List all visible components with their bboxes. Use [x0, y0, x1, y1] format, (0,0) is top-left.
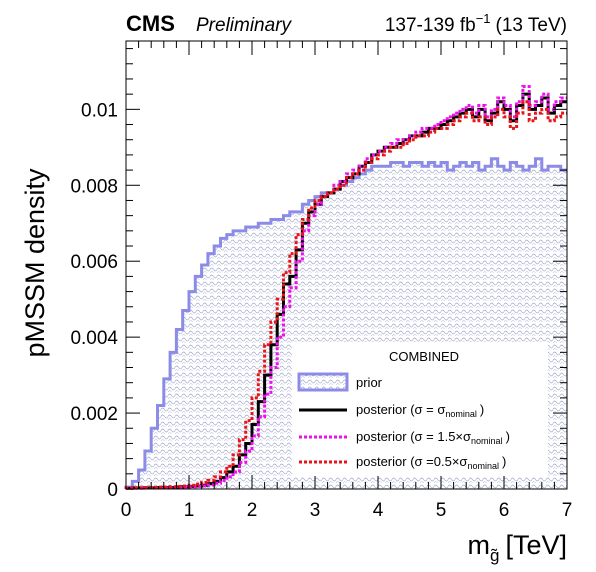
x-tick-label: 0	[121, 500, 132, 521]
tick-layer: 0 1 2 3 4 5 6 7 0 0.002 0.004 0.006 0.008 0.01	[70, 41, 572, 521]
lumi-value: 137-139 fb	[385, 15, 476, 36]
x-tick-label: 6	[499, 500, 510, 521]
y-axis-title: pMSSM density	[20, 168, 50, 358]
legend-label-post05: posterior (σ =0.5×σnominal)	[356, 454, 506, 471]
legend-swatch-prior	[297, 372, 349, 392]
x-axis-unit: [TeV]	[505, 530, 567, 560]
x-tick-label: 5	[436, 500, 447, 521]
x-tick-label: 7	[562, 500, 573, 521]
y-tick-label: 0.004	[70, 328, 118, 349]
legend-label-post15: posterior (σ = 1.5×σnominal)	[356, 429, 510, 446]
lumi-exponent: −1	[476, 11, 491, 26]
plot-frame	[125, 40, 568, 490]
preliminary-label: Preliminary	[196, 15, 293, 36]
x-axis-title: mg̃ [TeV]	[468, 530, 568, 565]
legend: COMBINED prior posterior (σ = σnominal) …	[292, 342, 548, 476]
cms-label: CMS	[126, 11, 175, 36]
x-tick-label: 2	[247, 500, 258, 521]
luminosity-label: 137-139 fb−1 (13 TeV)	[385, 11, 567, 36]
x-axis-sub: g̃	[490, 546, 499, 565]
series-line-post05	[124, 100, 567, 490]
y-tick-label: 0.01	[81, 100, 118, 121]
y-tick-label: 0.008	[70, 176, 118, 197]
x-tick-label: 3	[310, 500, 321, 521]
legend-title: COMBINED	[389, 349, 459, 364]
y-tick-label: 0	[107, 480, 118, 501]
legend-label-prior: prior	[356, 375, 383, 390]
legend-label-posterior: posterior (σ = σnominal)	[356, 402, 484, 419]
y-tick-label: 0.002	[70, 404, 118, 425]
x-tick-label: 4	[373, 500, 384, 521]
x-tick-label: 1	[184, 500, 195, 521]
y-tick-label: 0.006	[70, 252, 118, 273]
energy-label: (13 TeV)	[496, 15, 567, 36]
x-axis-var: m	[468, 530, 491, 560]
